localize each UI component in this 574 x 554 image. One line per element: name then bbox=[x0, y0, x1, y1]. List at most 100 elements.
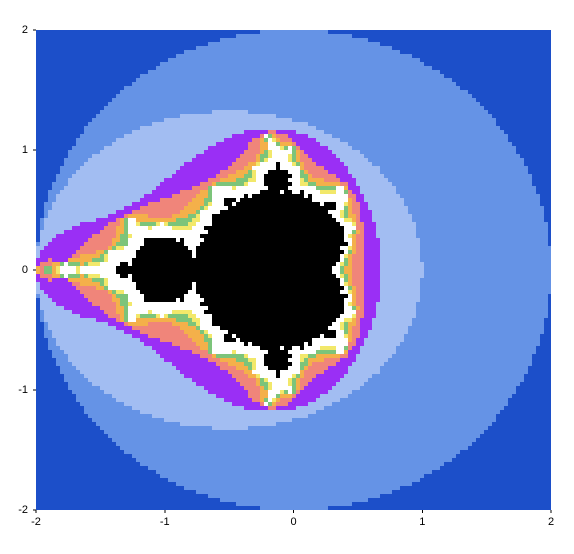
fractal-cell bbox=[356, 354, 392, 358]
fractal-cell bbox=[116, 210, 132, 214]
fractal-cell bbox=[48, 214, 108, 218]
fractal-cell bbox=[488, 426, 551, 430]
fractal-cell bbox=[256, 362, 264, 366]
fractal-cell bbox=[352, 274, 364, 278]
fractal-cell bbox=[344, 350, 348, 354]
fractal-cell bbox=[36, 498, 220, 502]
fractal-cell bbox=[56, 234, 92, 238]
fractal-cell bbox=[112, 290, 116, 294]
fractal-cell bbox=[236, 34, 352, 38]
fractal-cell bbox=[144, 242, 184, 246]
fractal-cell bbox=[348, 286, 352, 290]
fractal-cell bbox=[208, 390, 248, 394]
fractal-cell bbox=[252, 398, 260, 402]
fractal-cell bbox=[36, 310, 40, 314]
fractal-cell bbox=[120, 262, 128, 266]
fractal-cell bbox=[108, 250, 136, 254]
fractal-cell bbox=[352, 238, 356, 242]
fractal-cell bbox=[344, 190, 348, 194]
fractal-cell bbox=[348, 254, 352, 258]
fractal-cell bbox=[344, 286, 348, 290]
fractal-cell bbox=[396, 190, 536, 194]
fractal-cell bbox=[200, 190, 208, 194]
fractal-cell bbox=[356, 294, 364, 298]
fractal-cell bbox=[352, 318, 356, 322]
y-tick-label: 2 bbox=[22, 24, 28, 36]
fractal-cell bbox=[372, 214, 412, 218]
fractal-cell bbox=[76, 286, 96, 290]
fractal-cell bbox=[128, 218, 136, 222]
fractal-cell bbox=[304, 166, 324, 170]
fractal-cell bbox=[260, 402, 264, 406]
fractal-cell bbox=[340, 262, 344, 266]
plot-area bbox=[36, 30, 551, 510]
x-tick-label: 1 bbox=[419, 516, 425, 528]
fractal-cell bbox=[124, 226, 128, 230]
fractal-cell bbox=[288, 358, 300, 362]
fractal-cell bbox=[380, 286, 420, 290]
fractal-cell bbox=[164, 314, 168, 318]
fractal-cell bbox=[304, 150, 332, 154]
fractal-cell bbox=[300, 146, 328, 150]
fractal-cell bbox=[220, 498, 368, 502]
fractal-cell bbox=[208, 350, 212, 354]
fractal-cell bbox=[528, 166, 551, 170]
fractal-cell bbox=[36, 142, 76, 146]
fractal-cell bbox=[364, 306, 376, 310]
fractal-cell bbox=[228, 206, 336, 210]
fractal-cell bbox=[244, 370, 252, 374]
fractal-cell bbox=[36, 194, 48, 198]
fractal-cell bbox=[360, 210, 372, 214]
fractal-cell bbox=[52, 270, 56, 274]
fractal-cell bbox=[92, 278, 104, 282]
fractal-cell bbox=[500, 126, 551, 130]
fractal-cell bbox=[228, 330, 336, 334]
fractal-cell bbox=[340, 182, 348, 186]
fractal-cell bbox=[184, 298, 204, 302]
fractal-cell bbox=[352, 314, 356, 318]
fractal-cell bbox=[352, 286, 356, 290]
fractal-cell bbox=[112, 242, 116, 246]
fractal-cell bbox=[184, 50, 400, 54]
fractal-cell bbox=[196, 382, 240, 386]
fractal-cell bbox=[352, 198, 356, 202]
fractal-cell bbox=[180, 346, 200, 350]
fractal-cell bbox=[308, 354, 316, 358]
fractal-cell bbox=[212, 182, 216, 186]
fractal-cell bbox=[288, 382, 292, 386]
fractal-cell bbox=[52, 262, 60, 266]
fractal-cell bbox=[108, 222, 120, 226]
fractal-cell bbox=[536, 350, 551, 354]
fractal-cell bbox=[176, 238, 180, 242]
fractal-cell bbox=[308, 402, 332, 406]
fractal-cell bbox=[352, 270, 364, 274]
fractal-cell bbox=[112, 98, 476, 102]
fractal-cell bbox=[68, 386, 100, 390]
fractal-cell bbox=[204, 150, 244, 154]
fractal-cell bbox=[292, 174, 300, 178]
fractal-cell bbox=[116, 246, 124, 250]
fractal-cell bbox=[248, 146, 260, 150]
fractal-cell bbox=[516, 386, 551, 390]
fractal-cell bbox=[124, 290, 140, 294]
fractal-cell bbox=[48, 322, 108, 326]
fractal-cell bbox=[360, 346, 396, 350]
fractal-cell bbox=[288, 390, 292, 394]
fractal-cell bbox=[244, 362, 252, 366]
fractal-cell bbox=[184, 206, 200, 210]
fractal-cell bbox=[296, 130, 324, 134]
fractal-cell bbox=[80, 246, 108, 250]
fractal-cell bbox=[272, 138, 276, 142]
fractal-cell bbox=[136, 254, 192, 258]
fractal-cell bbox=[352, 190, 360, 194]
fractal-cell bbox=[472, 442, 551, 446]
fractal-cell bbox=[368, 38, 551, 42]
fractal-cell bbox=[264, 174, 292, 178]
fractal-cell bbox=[308, 134, 332, 138]
fractal-cell bbox=[256, 170, 268, 174]
fractal-cell bbox=[364, 298, 380, 302]
fractal-cell bbox=[316, 374, 344, 378]
fractal-cell bbox=[100, 110, 212, 114]
fractal-cell bbox=[508, 138, 551, 142]
fractal-cell bbox=[256, 358, 264, 362]
